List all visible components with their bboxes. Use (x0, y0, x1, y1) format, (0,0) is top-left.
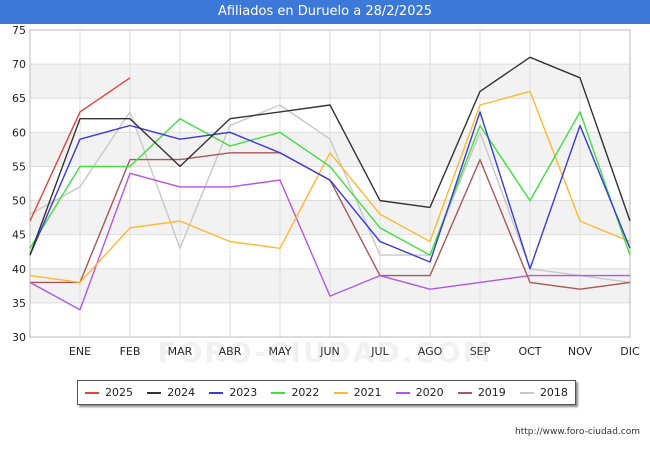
x-tick-label: OCT (518, 345, 541, 358)
legend-label: 2025 (105, 386, 134, 399)
legend: 2025 2024 2023 2022 2021 2020 2019 2018 (77, 380, 576, 405)
x-axis-ticks: ENE FEB MAR ABR MAY JUN JUL AGO SEP OCT NOV DIC (69, 345, 640, 358)
legend-item-2024: 2024 (147, 386, 195, 399)
x-tick-label: DIC (620, 345, 640, 358)
series-line-2023 (29, 111, 631, 270)
legend-item-2018: 2018 (519, 386, 568, 399)
y-tick-label: 65 (12, 92, 26, 105)
y-axis-ticks: 30 35 40 45 50 55 60 65 70 75 (12, 24, 26, 344)
legend-label: 2018 (539, 386, 568, 399)
y-tick-label: 60 (12, 126, 26, 139)
legend-label: 2019 (477, 386, 506, 399)
y-tick-label: 35 (12, 297, 26, 310)
legend-swatch (85, 391, 100, 394)
y-tick-label: 40 (12, 263, 26, 276)
x-tick-label: AGO (418, 345, 443, 358)
legend-swatch (457, 391, 472, 394)
legend-swatch (519, 391, 534, 394)
y-tick-label: 55 (12, 160, 26, 173)
legend-swatch (209, 391, 224, 394)
x-tick-label: SEP (470, 345, 491, 358)
legend-label: 2023 (229, 386, 258, 399)
y-tick-label: 75 (12, 24, 26, 37)
legend-label: 2020 (415, 386, 444, 399)
x-tick-label: ENE (69, 345, 91, 358)
y-tick-label: 30 (12, 331, 26, 344)
source-url: http://www.foro-ciudad.com (515, 427, 640, 437)
legend-label: 2021 (353, 386, 382, 399)
y-tick-label: 70 (12, 58, 26, 71)
plot-border (29, 29, 631, 338)
x-tick-label: ABR (219, 345, 242, 358)
series-line-2025 (29, 77, 131, 222)
series-line-2022 (29, 111, 631, 256)
legend-item-2025: 2025 (85, 386, 133, 399)
legend-item-2019: 2019 (457, 386, 506, 399)
x-tick-label: NOV (568, 345, 593, 358)
series-line-2021 (29, 90, 631, 284)
series-line-2020 (29, 172, 630, 311)
chart-title: Afiliados en Duruelo a 28/2/2025 (0, 0, 650, 24)
x-tick-label: FEB (120, 345, 141, 358)
series-lines (29, 56, 631, 311)
y-tick-label: 45 (12, 229, 26, 242)
series-line-2024 (29, 56, 631, 256)
y-tick-label: 50 (12, 195, 26, 208)
x-tick-label: JUL (370, 345, 389, 358)
legend-swatch (395, 391, 410, 394)
legend-swatch (147, 391, 162, 394)
legend-item-2020: 2020 (395, 386, 444, 399)
legend-swatch (271, 391, 286, 394)
legend-item-2022: 2022 (271, 386, 319, 399)
x-tick-label: MAY (269, 345, 292, 358)
legend-item-2021: 2021 (333, 386, 382, 399)
legend-item-2023: 2023 (209, 386, 257, 399)
x-tick-label: JUN (319, 345, 340, 358)
legend-label: 2024 (167, 386, 196, 399)
legend-swatch (333, 391, 348, 394)
legend-label: 2022 (291, 386, 320, 399)
x-tick-label: MAR (168, 345, 193, 358)
